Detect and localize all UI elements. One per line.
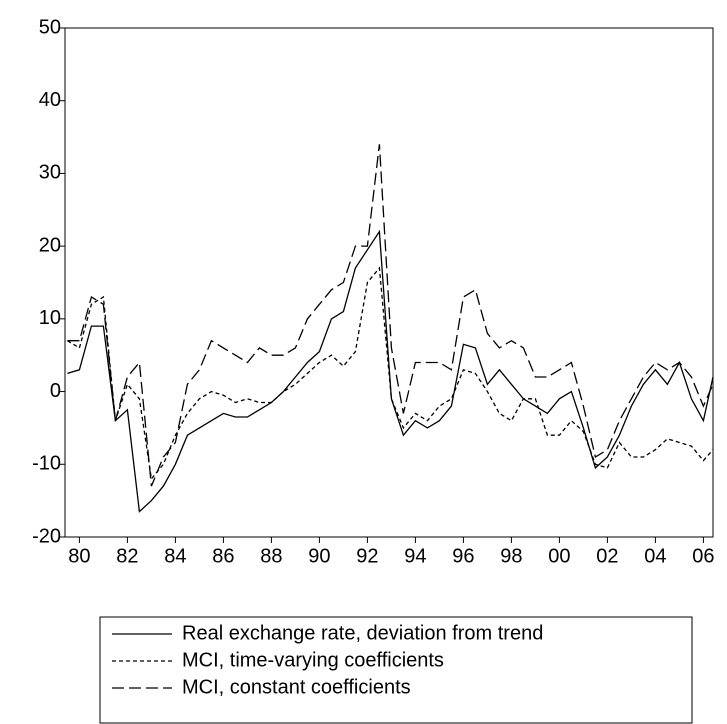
y-tick-label: 50 xyxy=(39,16,61,38)
y-tick-label: 20 xyxy=(39,234,61,256)
legend-label: MCI, constant coefficients xyxy=(182,676,411,698)
x-tick-label: 96 xyxy=(452,545,474,567)
series-line xyxy=(67,144,714,487)
x-tick-label: 00 xyxy=(548,545,570,567)
x-tick-label: 82 xyxy=(116,545,138,567)
y-tick-label: 40 xyxy=(39,89,61,111)
legend-box xyxy=(99,616,693,724)
x-tick-label: 04 xyxy=(644,545,666,567)
legend-label: MCI, time-varying coefficients xyxy=(182,649,444,671)
y-tick-label: 30 xyxy=(39,162,61,184)
x-tick-label: 90 xyxy=(308,545,330,567)
y-tick-label: 10 xyxy=(39,307,61,329)
x-tick-label: 98 xyxy=(500,545,522,567)
x-tick-label: 88 xyxy=(260,545,282,567)
series-line xyxy=(67,229,714,513)
y-tick-label: -10 xyxy=(32,453,61,475)
y-tick-label: 0 xyxy=(50,380,61,402)
x-tick-label: 84 xyxy=(164,545,186,567)
x-tick-label: 02 xyxy=(596,545,618,567)
x-tick-label: 92 xyxy=(356,545,378,567)
legend-label: Real exchange rate, deviation from trend xyxy=(182,622,543,644)
x-tick-label: 94 xyxy=(404,545,426,567)
y-tick-label: -20 xyxy=(32,525,61,547)
x-tick-label: 80 xyxy=(68,545,90,567)
plot-frame xyxy=(64,27,714,538)
x-tick-label: 86 xyxy=(212,545,234,567)
series-line xyxy=(67,266,714,481)
x-tick-label: 06 xyxy=(692,545,714,567)
